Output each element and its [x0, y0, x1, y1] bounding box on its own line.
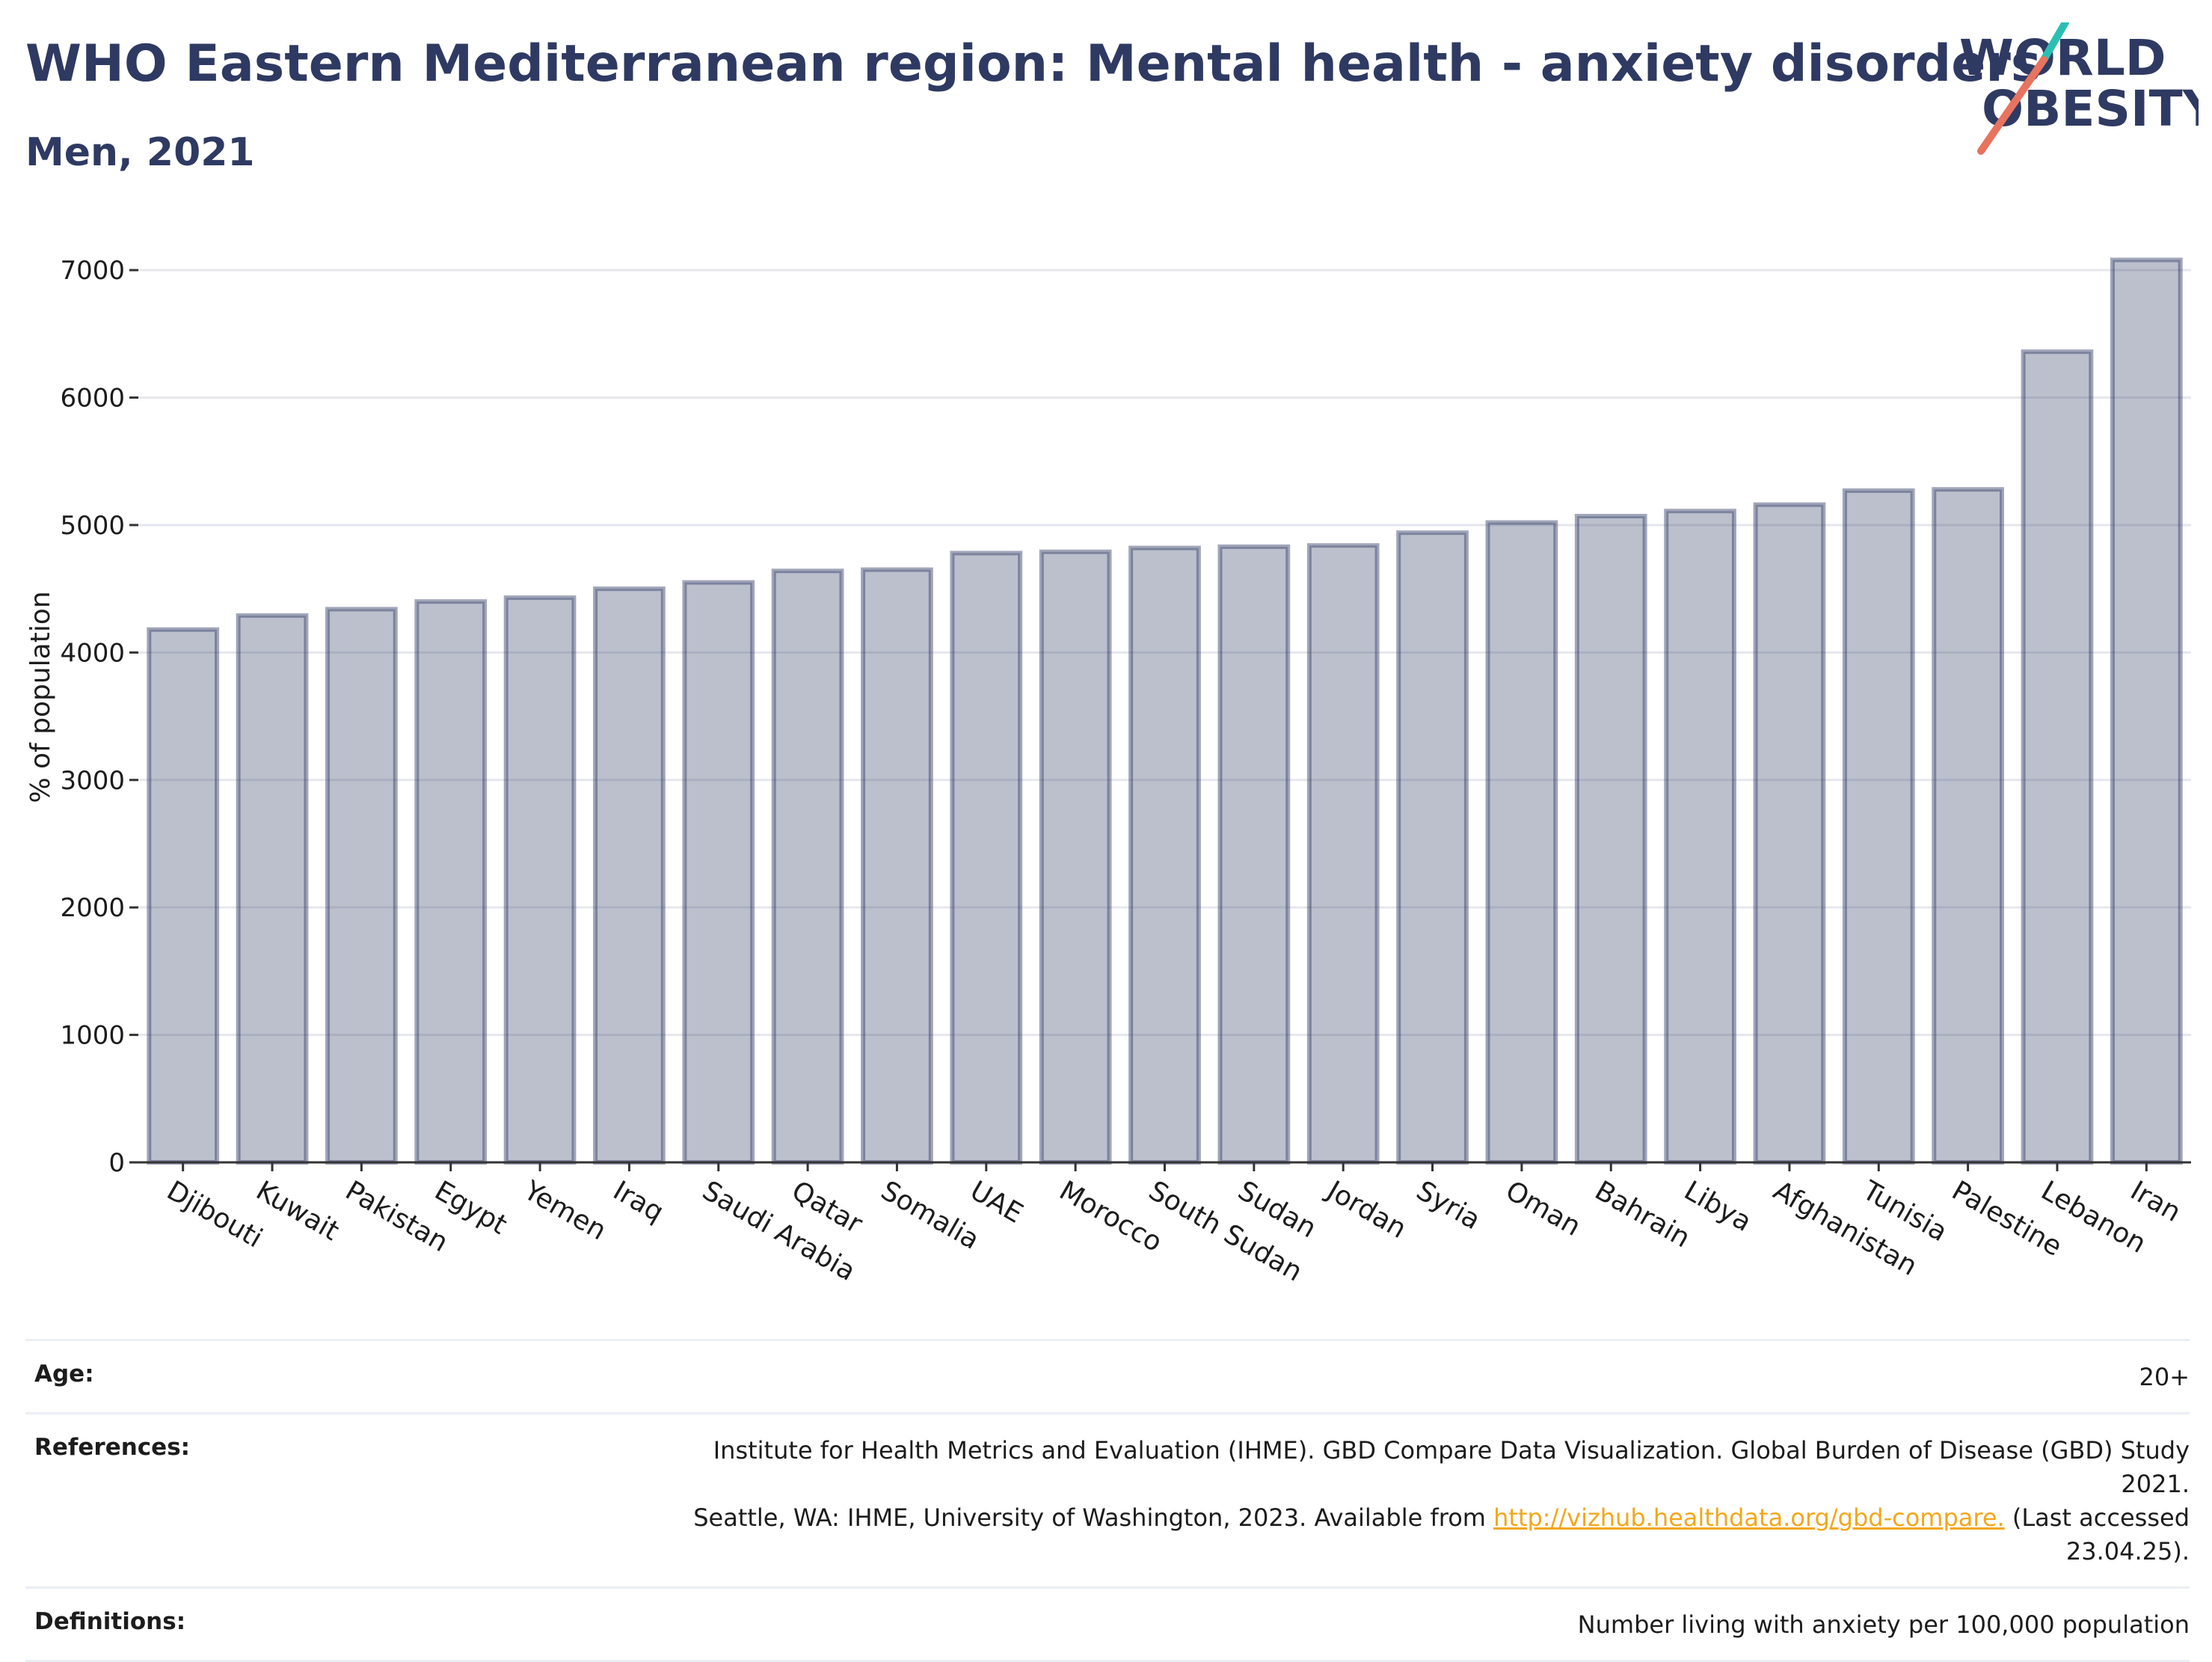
x-tick-label: Kuwait — [251, 1175, 345, 1247]
world-obesity-logo: WORLD OBESITY — [1959, 22, 2199, 155]
x-tick-label: Jordan — [1321, 1174, 1411, 1245]
x-tick-label: Yemen — [518, 1175, 612, 1247]
x-tick-label: Oman — [1500, 1175, 1585, 1242]
footer-row-references: References: Institute for Health Metrics… — [25, 1412, 2190, 1586]
bar-iran — [2110, 257, 2183, 1165]
x-tick-label: Iran — [2125, 1175, 2186, 1228]
bar-somalia — [861, 567, 933, 1165]
bar-kuwait — [236, 613, 309, 1165]
footer-row-age: Age: 20+ — [25, 1339, 2190, 1412]
gridlines — [138, 269, 2191, 1037]
age-value: 20+ — [2139, 1363, 2190, 1391]
x-tick-label: Somalia — [876, 1175, 984, 1256]
references-text-1: Institute for Health Metrics and Evaluat… — [713, 1436, 2190, 1498]
x-tick-label: Bahrain — [1590, 1175, 1695, 1254]
bar-uae — [950, 551, 1023, 1165]
bar-tunisia — [1842, 488, 1915, 1165]
bar-jordan — [1306, 543, 1380, 1165]
x-tick-label: Morocco — [1054, 1175, 1167, 1258]
references-label: References: — [34, 1434, 191, 1461]
references-link[interactable]: http://vizhub.healthdata.org/gbd-compare… — [1493, 1503, 2005, 1532]
y-tick-label: 6000 — [60, 384, 125, 414]
y-axis-label: % of population — [25, 591, 56, 803]
y-tick-label: 7000 — [60, 256, 125, 286]
bar-djibouti — [147, 627, 220, 1165]
x-tick-label: Saudi Arabia — [697, 1175, 860, 1287]
bar-syria — [1396, 530, 1469, 1165]
references-text-2: Seattle, WA: IHME, University of Washing… — [693, 1503, 1486, 1532]
x-tick-label: UAE — [965, 1175, 1027, 1229]
bar-egypt — [414, 599, 488, 1165]
bar-lebanon — [2021, 349, 2094, 1165]
y-tick-label: 5000 — [60, 511, 125, 541]
age-label: Age: — [34, 1361, 94, 1387]
bar-palestine — [1932, 487, 2004, 1165]
bars — [147, 257, 2183, 1165]
bar-afghanistan — [1753, 502, 1826, 1165]
references-text-4: 23.04.25). — [2065, 1537, 2190, 1566]
chart-subtitle: Men, 2021 — [25, 130, 255, 175]
references-value: Institute for Health Metrics and Evaluat… — [679, 1434, 2190, 1569]
footer-table: Age: 20+ References: Institute for Healt… — [25, 1339, 2190, 1662]
logo-obesity-text: OBESITY — [1982, 80, 2199, 138]
bar-morocco — [1039, 549, 1112, 1165]
logo-slash-teal — [2040, 22, 2069, 64]
bar-chart: 0 1000 2000 3000 4000 5000 6000 7000 DjiboutiKu… — [25, 256, 2191, 1288]
bar-south-sudan — [1128, 545, 1201, 1165]
footer-row-definitions: Definitions: Number living with anxiety … — [25, 1586, 2190, 1662]
x-tick-label: Pakistan — [340, 1175, 453, 1258]
y-tick-label: 1000 — [60, 1021, 125, 1051]
x-tick-label: Iraq — [608, 1175, 669, 1228]
bar-qatar — [771, 568, 844, 1165]
y-tick-label: 3000 — [60, 766, 125, 796]
y-axis-ticks: 0 1000 2000 3000 4000 5000 6000 7000 — [60, 256, 138, 1178]
y-tick-label: 2000 — [60, 893, 125, 923]
y-tick-label: 0 — [108, 1148, 125, 1178]
bar-bahrain — [1574, 514, 1647, 1165]
bar-pakistan — [325, 607, 398, 1165]
logo-slash-coral — [1977, 56, 2047, 155]
bar-saudi-arabia — [682, 580, 755, 1165]
chart-title: WHO Eastern Mediterranean region: Mental… — [25, 34, 2042, 93]
y-tick-label: 4000 — [60, 638, 125, 668]
x-tick-label: Djibouti — [162, 1175, 267, 1254]
references-text-3: (Last accessed — [2012, 1503, 2190, 1532]
bar-sudan — [1217, 544, 1291, 1165]
bar-iraq — [593, 586, 666, 1165]
bar-oman — [1485, 520, 1558, 1165]
logo-world-text: WORLD — [1959, 29, 2166, 87]
bar-yemen — [503, 595, 577, 1165]
x-tick-label: South Sudan — [1143, 1175, 1307, 1287]
bar-libya — [1664, 509, 1736, 1165]
x-tick-label: Syria — [1411, 1175, 1485, 1236]
